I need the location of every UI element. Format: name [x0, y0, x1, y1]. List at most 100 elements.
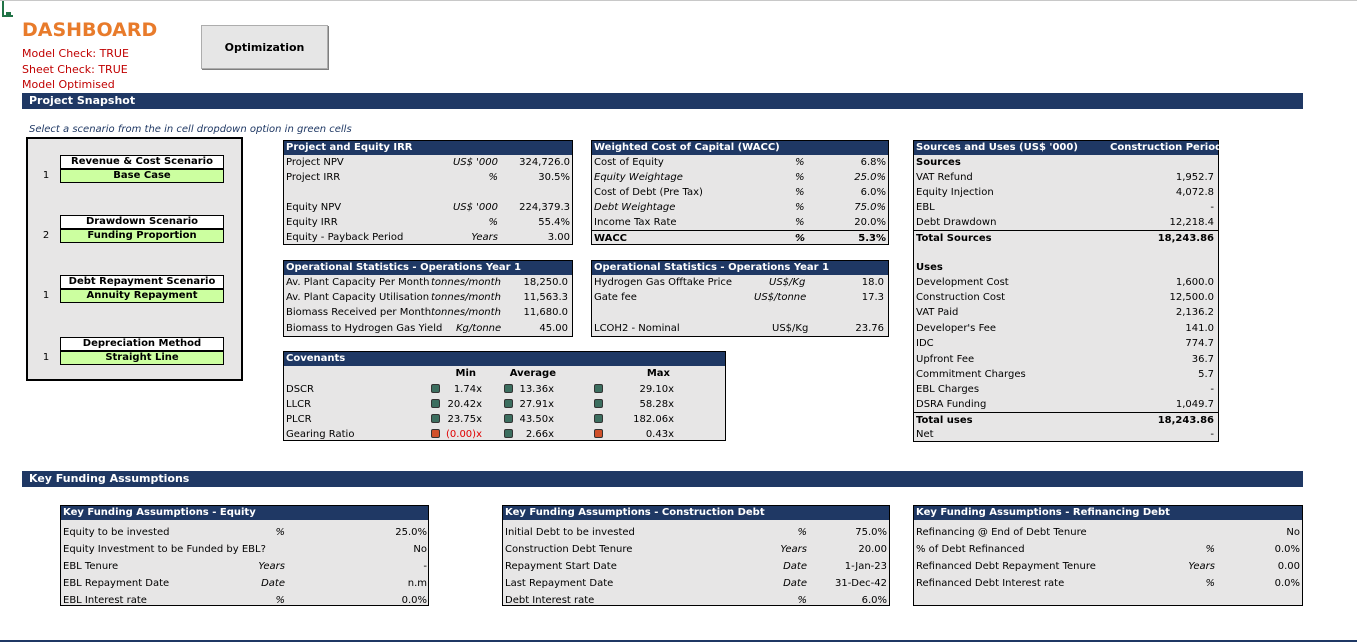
sources-uses-row: Upfront Fee 36.7: [914, 352, 1218, 367]
status-lamp-icon: [431, 384, 440, 393]
irr-row: Project IRR % 30.5%: [284, 170, 572, 185]
covenant-min: (0.00)x: [446, 429, 482, 440]
model-check-status: Model Check: TRUE: [22, 47, 129, 60]
kfa-row: Refinanced Debt Repayment Tenure Years 0.0…: [914, 559, 1302, 574]
sources-uses-value: 5.7: [1198, 369, 1214, 380]
sources-uses-label: Net: [916, 429, 934, 440]
kfa-unit: %: [275, 595, 285, 606]
kfa-refinancing-title: Key Funding Assumptions - Refinancing De…: [914, 506, 1302, 520]
covenant-max: 29.10x: [639, 384, 674, 395]
irr-label: Project NPV: [286, 157, 344, 168]
kfa-row: EBL Tenure Years -: [61, 559, 428, 574]
wacc-unit: %: [795, 172, 805, 183]
covenant-avg: 43.50x: [519, 414, 554, 425]
construction-period-header: Construction Period: [1110, 142, 1223, 153]
irr-label: Equity IRR: [286, 217, 338, 228]
sources-uses-row: EBL Charges -: [914, 382, 1218, 397]
scenario-dropdown-debt-repayment[interactable]: Annuity Repayment: [60, 289, 224, 303]
sources-uses-row: Construction Cost 12,500.0: [914, 290, 1218, 305]
sources-uses-value: 4,072.8: [1175, 187, 1214, 198]
scenario-label: Debt Repayment Scenario: [60, 275, 224, 289]
kfa-value: 31-Dec-42: [834, 578, 887, 589]
kfa-label: Initial Debt to be invested: [505, 527, 635, 538]
kfa-row: EBL Interest rate% 0.0%: [61, 593, 428, 608]
ops-label: Av. Plant Capacity Utilisation: [286, 292, 430, 303]
covenant-label: LLCR: [286, 399, 312, 410]
kfa-row: Refinanced Debt Interest rate% 0.0%: [914, 576, 1302, 591]
ops-value: 18.0: [861, 277, 884, 288]
status-lamp-icon: [431, 414, 440, 423]
optimization-button[interactable]: Optimization: [201, 25, 328, 69]
covenant-row: PLCR 23.75x 43.50x 182.06x: [284, 412, 725, 427]
irr-value: 324,726.0: [519, 157, 570, 168]
kfa-unit: %: [1205, 578, 1215, 589]
section-project-snapshot: Project Snapshot: [22, 93, 1303, 109]
status-lamp-icon: [504, 399, 513, 408]
kfa-label: Refinanced Debt Interest rate: [916, 578, 1065, 589]
irr-row: Project NPV US$ '000 324,726.0: [284, 155, 572, 170]
covenant-max: 58.28x: [639, 399, 674, 410]
covenant-label: Gearing Ratio: [286, 429, 355, 440]
kfa-row: Construction Debt Tenure Years 20.00: [503, 542, 889, 557]
ops-label: Gate fee: [594, 292, 637, 303]
sources-uses-value: 18,243.86: [1157, 233, 1214, 244]
kfa-row: Equity Investment to be Funded by EBL? No: [61, 542, 428, 557]
kfa-row: Initial Debt to be invested% 75.0%: [503, 525, 889, 540]
sheet-check-status: Sheet Check: TRUE: [22, 63, 128, 76]
scenario-dropdown-drawdown[interactable]: Funding Proportion: [60, 229, 224, 243]
irr-unit: %: [488, 172, 498, 183]
sources-uses-row: Commitment Charges 5.7: [914, 367, 1218, 382]
sources-uses-label: Upfront Fee: [916, 354, 975, 365]
wacc-total-row: WACC % 5.3%: [592, 230, 888, 246]
sheet-top-border: [0, 0, 1357, 1]
irr-unit: US$ '000: [452, 157, 498, 168]
kfa-label: Equity to be invested: [63, 527, 170, 538]
irr-unit: %: [488, 217, 498, 228]
wacc-unit: %: [795, 157, 805, 168]
sources-uses-value: 1,049.7: [1175, 399, 1214, 410]
ops-unit: Kg/tonne: [456, 323, 502, 334]
scenario-dropdown-depreciation[interactable]: Straight Line: [60, 351, 224, 365]
ops-row: LCOH2 - Nominal US$/Kg 23.76: [592, 321, 888, 336]
covenant-row: DSCR 1.74x 13.36x 29.10x: [284, 382, 725, 397]
ops-label: Biomass Received per Month: [286, 307, 432, 318]
covenants-panel: Covenants Min Average Max DSCR 1.74x 13.…: [283, 351, 726, 441]
wacc-row: Equity Weightage % 25.0%: [592, 170, 888, 185]
sources-uses-label: EBL Charges: [916, 384, 980, 395]
fill-handle[interactable]: [6, 12, 11, 16]
ops-row: Av. Plant Capacity Utilisation tonnes/mo…: [284, 290, 572, 305]
scenario-dropdown-revenue-cost[interactable]: Base Case: [60, 169, 224, 183]
kfa-value: 0.0%: [401, 595, 427, 606]
kfa-value: 0.00: [1277, 561, 1300, 572]
active-cell-marker[interactable]: [2, 1, 13, 17]
section-key-funding: Key Funding Assumptions: [22, 471, 1303, 487]
kfa-value: No: [413, 544, 427, 555]
sources-uses-row: [914, 245, 1218, 260]
irr-row: Equity - Payback Period Years 3.00: [284, 230, 572, 245]
page-title: DASHBOARD: [22, 19, 158, 41]
sources-uses-row: Debt Drawdown 12,218.4: [914, 215, 1218, 230]
irr-unit: US$ '000: [452, 202, 498, 213]
status-lamp-icon: [431, 399, 440, 408]
wacc-value: 5.3%: [858, 233, 886, 244]
scenario-label: Revenue & Cost Scenario: [60, 155, 224, 169]
covenants-header-row: Min Average Max: [284, 366, 725, 381]
covenant-avg: 13.36x: [519, 384, 554, 395]
covenant-row: Gearing Ratio (0.00)x 2.66x 0.43x: [284, 427, 725, 442]
ops-label: Hydrogen Gas Offtake Price: [594, 277, 733, 288]
irr-row: Equity IRR % 55.4%: [284, 215, 572, 230]
wacc-label: Cost of Equity: [594, 157, 664, 168]
kfa-label: Last Repayment Date: [505, 578, 614, 589]
kfa-row: % of Debt Refinanced% 0.0%: [914, 542, 1302, 557]
sources-uses-label: Equity Injection: [916, 187, 994, 198]
kfa-row: Last Repayment Date Date 31-Dec-42: [503, 576, 889, 591]
irr-label: Equity - Payback Period: [286, 232, 404, 243]
wacc-panel-title: Weighted Cost of Capital (WACC): [592, 141, 888, 155]
kfa-value: 1-Jan-23: [844, 561, 887, 572]
ops-value: 11,680.0: [523, 307, 568, 318]
kfa-construction-title: Key Funding Assumptions - Construction D…: [503, 506, 889, 520]
status-lamp-icon: [504, 429, 513, 438]
wacc-value: 75.0%: [854, 202, 886, 213]
wacc-value: 20.0%: [854, 217, 886, 228]
ops-row: Gate fee US$/tonne 17.3: [592, 290, 888, 305]
